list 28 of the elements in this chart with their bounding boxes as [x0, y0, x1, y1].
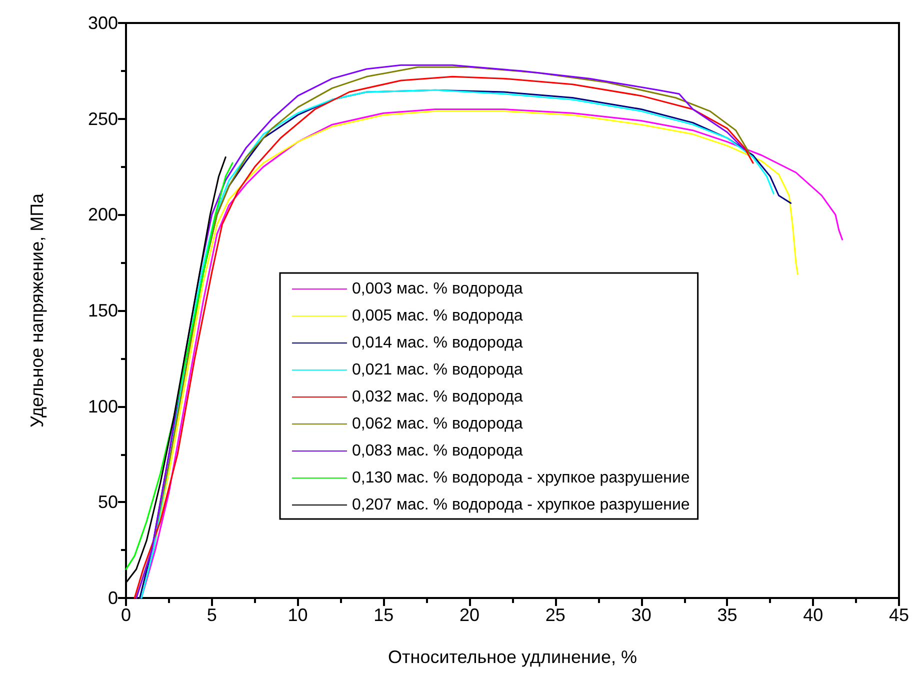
x-tick-label: 20: [460, 605, 480, 625]
x-tick-label: 30: [631, 605, 652, 625]
legend-label: 0,083 мас. % водорода: [352, 442, 523, 460]
legend-label: 0,021 мас. % водорода: [352, 362, 523, 378]
legend-label: 0,032 мас. % водорода: [352, 388, 523, 406]
x-tick-label: 5: [206, 605, 217, 625]
y-tick-label: 50: [98, 492, 118, 512]
x-tick-label: 15: [374, 605, 394, 625]
x-tick-label: 40: [803, 605, 824, 625]
legend-label: 0,005 мас. % водорода: [352, 308, 523, 324]
legend-label: 0,014 мас. % водорода: [352, 334, 523, 352]
legend-label: 0,130 мас. % водорода - хрупкое разрушение: [352, 470, 690, 486]
y-tick-label: 200: [88, 204, 118, 225]
x-tick-label: 45: [888, 605, 910, 625]
legend-label: 0,062 мас. % водорода: [352, 416, 523, 432]
x-tick-label: 25: [545, 605, 566, 625]
x-tick-label: 10: [288, 605, 308, 625]
x-tick-label: 0: [120, 605, 132, 625]
legend-label: 0,003 мас. % водорода: [352, 280, 523, 298]
y-tick-label: 100: [88, 396, 118, 416]
x-axis-title: Относительное удлинение, %: [388, 647, 637, 667]
x-tick-label: 35: [717, 605, 738, 625]
y-tick-label: 150: [88, 300, 118, 320]
y-tick-label: 300: [88, 13, 118, 33]
y-tick-label: 0: [108, 588, 118, 608]
legend-label: 0,207 мас. % водорода - хрупкое разрушение: [352, 496, 690, 514]
y-axis-title: Удельное напряжение, МПа: [27, 192, 47, 428]
y-tick-label: 250: [88, 108, 118, 129]
